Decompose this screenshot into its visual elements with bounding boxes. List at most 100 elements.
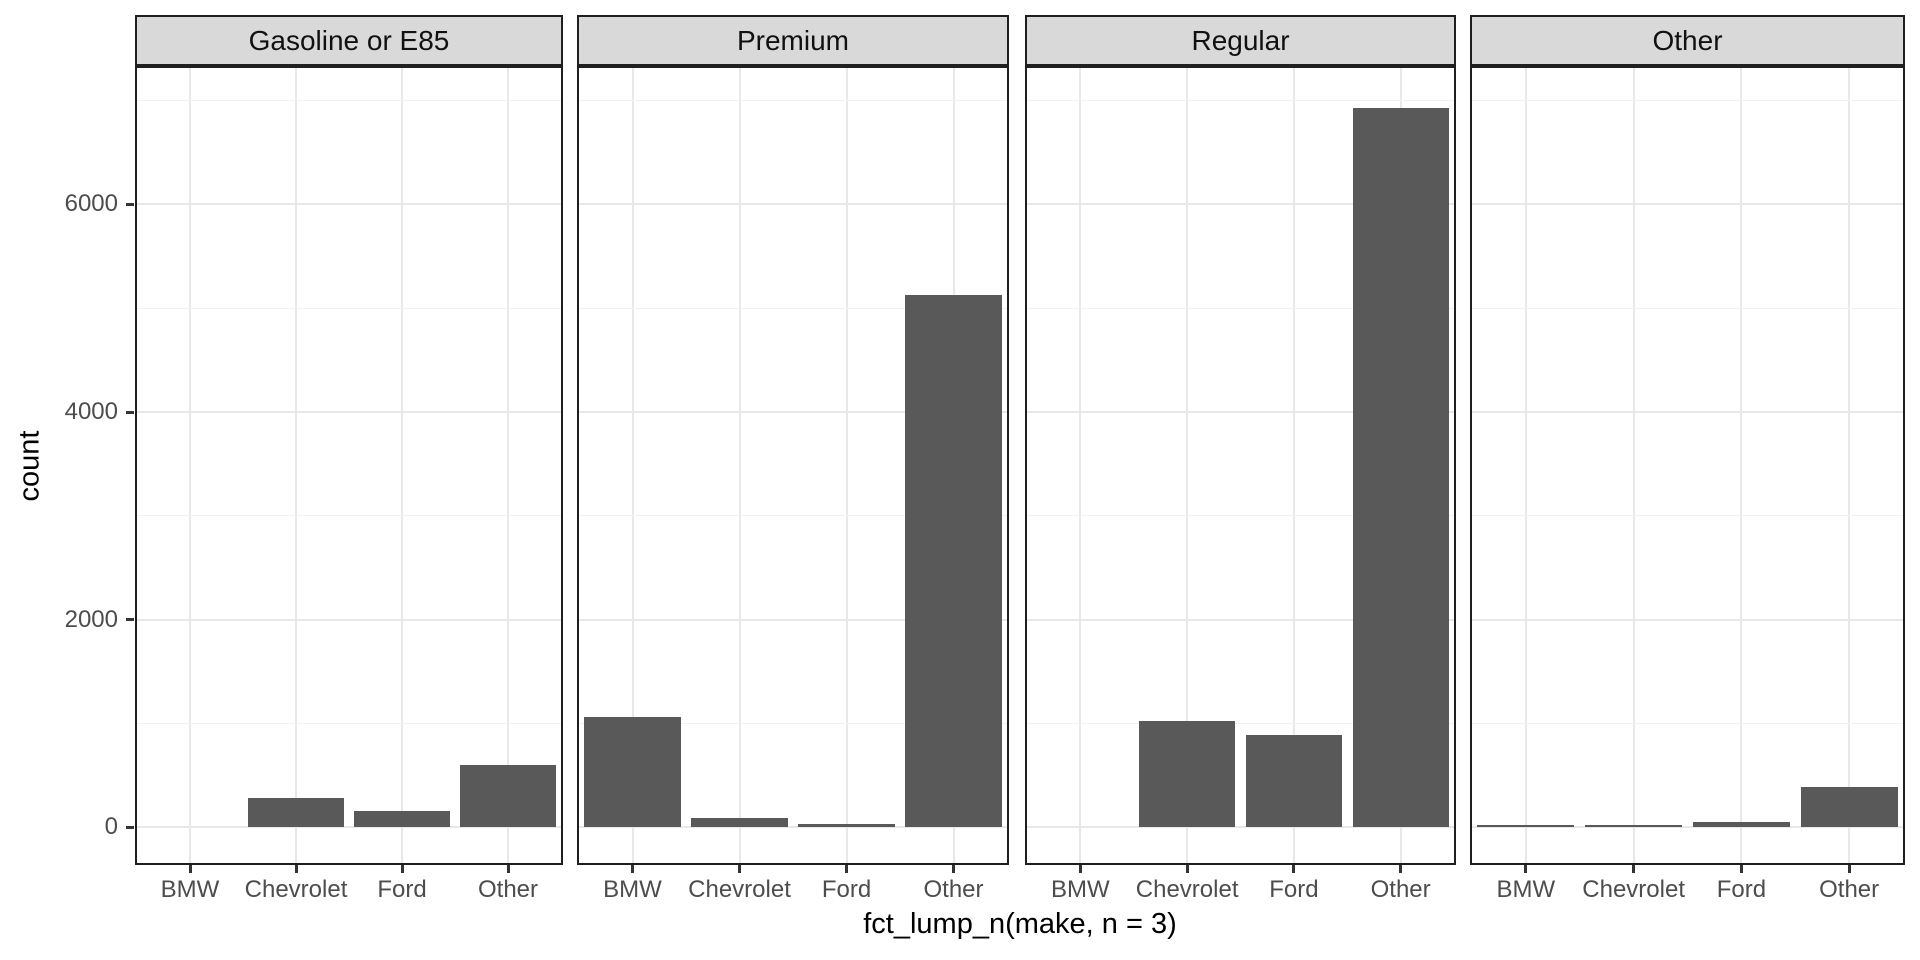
x-gridline (845, 68, 848, 863)
y-gridline-major (1027, 618, 1454, 621)
facet-strip-regular: Regular (1025, 15, 1456, 66)
y-tick-label: 6000 (64, 190, 118, 218)
y-gridline-major (579, 203, 1007, 206)
y-gridline-minor (579, 515, 1007, 517)
bar-regular-ford (1245, 734, 1342, 828)
y-tick-label: 0 (104, 813, 118, 841)
y-gridline-major (1472, 411, 1903, 414)
x-tick-label: Chevrolet (244, 876, 348, 903)
x-tick-label: Ford (377, 876, 427, 903)
x-tick-mark (294, 865, 298, 873)
x-tick-mark (188, 865, 192, 873)
x-tick-mark (845, 865, 848, 873)
facet-strip-label: Gasoline or E85 (248, 24, 450, 56)
x-tick-label: Ford (1716, 876, 1767, 903)
facet-panel-gasoline-or-e85 (135, 66, 563, 865)
x-gridline (401, 68, 403, 863)
y-tick-label: 2000 (64, 605, 118, 633)
y-tick-mark (126, 618, 134, 622)
x-tick-label: Ford (1269, 876, 1319, 903)
y-gridline-minor (1472, 722, 1903, 724)
x-gridline (631, 68, 634, 863)
y-gridline-minor (137, 307, 561, 309)
bar-premium-ford (798, 824, 895, 828)
x-gridline (1186, 68, 1189, 863)
y-tick-mark (126, 825, 134, 829)
bar-regular-other (1352, 107, 1449, 828)
facet-strip-premium: Premium (577, 15, 1009, 66)
y-gridline-minor (579, 307, 1007, 309)
y-gridline-minor (137, 722, 561, 724)
x-gridline (1740, 68, 1743, 863)
x-tick-label: BMW (160, 876, 220, 903)
y-tick-label: 4000 (64, 398, 118, 426)
y-gridline-minor (1472, 515, 1903, 517)
bar-other-ford (1692, 822, 1790, 828)
x-tick-label: Other (923, 876, 984, 903)
x-tick-mark (1399, 865, 1403, 873)
y-axis-title: count (13, 430, 46, 502)
bar-gasoline-or-e85-other (460, 764, 556, 828)
bar-gasoline-or-e85-chevrolet (248, 798, 344, 828)
x-tick-mark (952, 865, 955, 873)
x-tick-mark (1632, 865, 1636, 873)
x-tick-label: Other (1370, 876, 1431, 903)
bar-premium-chevrolet (691, 817, 788, 828)
x-tick-label: Chevrolet (1135, 876, 1239, 903)
x-tick-mark (1739, 865, 1743, 873)
x-tick-label: BMW (1051, 876, 1110, 903)
facet-strip-label: Regular (1191, 24, 1290, 56)
x-tick-mark (1847, 865, 1851, 873)
y-gridline-minor (1027, 515, 1454, 517)
x-tick-label: Ford (821, 876, 872, 903)
x-gridline (1292, 68, 1295, 863)
x-gridline (507, 68, 509, 863)
y-gridline-minor (579, 100, 1007, 102)
facet-strip-label: Other (1652, 24, 1723, 56)
bar-other-other (1800, 786, 1898, 828)
bar-other-chevrolet (1585, 825, 1683, 828)
y-gridline-major (137, 826, 561, 829)
x-tick-mark (506, 865, 510, 873)
y-gridline-major (1027, 826, 1454, 829)
x-gridline (1632, 68, 1635, 863)
x-tick-label: BMW (1496, 876, 1556, 903)
x-tick-mark (400, 865, 404, 873)
x-tick-mark (1185, 865, 1189, 873)
x-axis-title: fct_lump_n(make, n = 3) (863, 908, 1177, 940)
x-gridline (1524, 68, 1527, 863)
facet-strip-label: Premium (736, 24, 849, 56)
y-tick-mark (126, 202, 134, 206)
facet-strip-gasoline-or-e85: Gasoline or E85 (135, 15, 563, 66)
facet-strip-other: Other (1470, 15, 1905, 66)
y-gridline-major (137, 411, 561, 414)
x-tick-label: Chevrolet (688, 876, 791, 903)
x-tick-label: Other (1819, 876, 1880, 903)
y-gridline-minor (1027, 307, 1454, 309)
y-gridline-major (137, 618, 561, 621)
y-gridline-minor (1027, 722, 1454, 724)
x-gridline (1079, 68, 1082, 863)
facet-panel-premium (577, 66, 1009, 865)
x-gridline (738, 68, 741, 863)
y-gridline-minor (1027, 100, 1454, 102)
x-tick-label: BMW (603, 876, 662, 903)
x-tick-mark (1078, 865, 1082, 873)
y-gridline-major (579, 618, 1007, 621)
bar-other-bmw (1477, 825, 1575, 828)
y-gridline-minor (1472, 100, 1903, 102)
bar-premium-other (905, 294, 1002, 828)
y-tick-mark (126, 410, 134, 414)
y-gridline-major (579, 826, 1007, 829)
y-gridline-major (1472, 618, 1903, 621)
x-gridline (189, 68, 191, 863)
x-tick-label: Chevrolet (1582, 876, 1685, 903)
y-gridline-minor (137, 100, 561, 102)
facet-panel-regular (1025, 66, 1456, 865)
bar-gasoline-or-e85-ford (354, 811, 450, 828)
y-gridline-minor (137, 515, 561, 517)
facet-panel-other (1470, 66, 1905, 865)
y-gridline-minor (579, 722, 1007, 724)
y-gridline-major (1027, 411, 1454, 414)
x-gridline (295, 68, 297, 863)
